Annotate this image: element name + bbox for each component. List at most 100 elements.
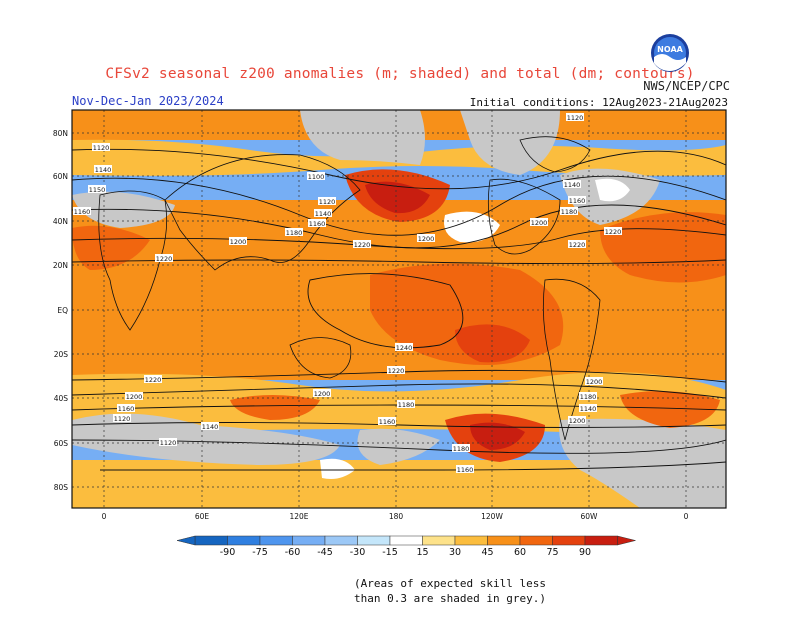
contour-label-bg — [318, 197, 336, 205]
colorbar-swatch — [487, 535, 521, 546]
contour-label-bg — [378, 417, 396, 425]
initial-conditions: Initial conditions: 12Aug2023-21Aug2023 — [469, 96, 728, 109]
lat-label: 20N — [53, 261, 68, 270]
contour-value: 1220 — [388, 367, 405, 375]
contour-label: 1180 — [560, 207, 578, 216]
contour-label-bg — [314, 209, 332, 217]
contour-label: 1220 — [387, 366, 405, 375]
contour-label-bg — [568, 240, 586, 248]
grey-region — [680, 470, 726, 508]
lat-label: 20S — [54, 350, 69, 359]
lat-label: 80N — [53, 129, 68, 138]
contour-label-bg — [117, 404, 135, 412]
colorbar-tick: -75 — [252, 547, 268, 558]
colorbar-tick: 30 — [449, 547, 461, 558]
colorbar-swatch — [552, 535, 586, 546]
contour-value: 1180 — [580, 393, 597, 401]
colorbar-swatch — [227, 535, 261, 546]
contour-value: 1240 — [396, 344, 413, 352]
contour-value: 1200 — [586, 378, 603, 386]
contour-label: 1100 — [307, 172, 325, 181]
latitude-labels: 80N 60N 40N 20N EQ 20S 40S 60S 80S — [53, 129, 68, 492]
contour-label: 1120 — [113, 414, 131, 423]
contour-label-bg — [563, 180, 581, 188]
contour-label: 1160 — [308, 219, 326, 228]
colorbar-high-arrow — [617, 535, 636, 546]
lat-lon-grid — [72, 110, 726, 508]
contour-value: 1120 — [567, 114, 584, 122]
lat-label: 60N — [53, 172, 68, 181]
lon-label: 120E — [289, 512, 308, 521]
contour-label: 1120 — [92, 143, 110, 152]
colorbar-swatch — [292, 535, 326, 546]
contour-value: 1160 — [379, 418, 396, 426]
contour-label: 1120 — [566, 113, 584, 122]
africa-anomaly — [72, 225, 150, 270]
map-title: CFSv2 seasonal z200 anomalies (m; shaded… — [105, 66, 695, 82]
contour-label-bg — [92, 143, 110, 151]
near-zero-region — [595, 178, 630, 202]
grey-region — [72, 413, 340, 465]
lon-label: 120W — [481, 512, 503, 521]
contour-value: 1160 — [118, 405, 135, 413]
colorbar-tick: -45 — [317, 547, 333, 558]
logo-text: NOAA — [657, 45, 683, 54]
contour-label: 1160 — [378, 417, 396, 426]
contour-value: 1140 — [95, 166, 112, 174]
contour-label-bg — [417, 234, 435, 242]
colorbar-tick: -15 — [382, 547, 398, 558]
contour-label-bg — [456, 465, 474, 473]
contour-value: 1220 — [145, 376, 162, 384]
contour-label: 1200 — [568, 416, 586, 425]
contour-label: 1220 — [155, 254, 173, 263]
indian-ocean-anomaly — [230, 395, 320, 420]
contour-label: 1220 — [144, 375, 162, 384]
contour-value: 1220 — [569, 241, 586, 249]
forecast-period: Nov-Dec-Jan 2023/2024 — [72, 94, 224, 108]
contour-label-bg — [395, 343, 413, 351]
contour-value: 1180 — [453, 445, 470, 453]
map-frame — [71, 109, 727, 509]
contour-label: 1220 — [353, 240, 371, 249]
contour-label-bg — [201, 422, 219, 430]
contour-value: 1100 — [308, 173, 325, 181]
contour-label-bg — [144, 375, 162, 383]
contour-value: 1200 — [569, 417, 586, 425]
sh-atlantic-anomaly — [620, 391, 720, 428]
agency-label: NWS/NCEP/CPC — [643, 79, 730, 93]
contour-value: 1200 — [531, 219, 548, 227]
colorbar-swatch — [389, 535, 423, 546]
contour-label-bg — [604, 227, 622, 235]
contour-label: 1240 — [395, 343, 413, 352]
contour-value: 1160 — [569, 197, 586, 205]
contour-label-bg — [579, 404, 597, 412]
atlantic-anomaly — [600, 212, 726, 283]
grey-region — [300, 110, 425, 165]
contour-label: 1140 — [314, 209, 332, 218]
pacific-anomaly-core — [365, 181, 430, 214]
contour-label: 1120 — [318, 197, 336, 206]
contour-value: 1220 — [605, 228, 622, 236]
lon-label: 180 — [389, 512, 404, 521]
contour-label-bg — [560, 207, 578, 215]
contour-label-bg — [452, 444, 470, 452]
contour-label: 1200 — [313, 389, 331, 398]
near-zero-region — [320, 458, 355, 479]
contour-label-bg — [73, 207, 91, 215]
colorbar-tick: -60 — [285, 547, 301, 558]
contour-label: 1150 — [88, 185, 106, 194]
colorbar-tick: 90 — [579, 547, 591, 558]
colorbar-tick: 60 — [514, 547, 526, 558]
contour-label-bg — [229, 237, 247, 245]
colorbar-swatch — [357, 535, 391, 546]
contour-label-bg — [568, 416, 586, 424]
contour-value: 1160 — [457, 466, 474, 474]
contour-value: 1220 — [156, 255, 173, 263]
grey-region — [559, 418, 726, 508]
contour-label: 1160 — [456, 465, 474, 474]
contour-value: 1140 — [580, 405, 597, 413]
contour-value: 1200 — [418, 235, 435, 243]
contour-value: 1140 — [202, 423, 219, 431]
contour-label-bg — [94, 165, 112, 173]
